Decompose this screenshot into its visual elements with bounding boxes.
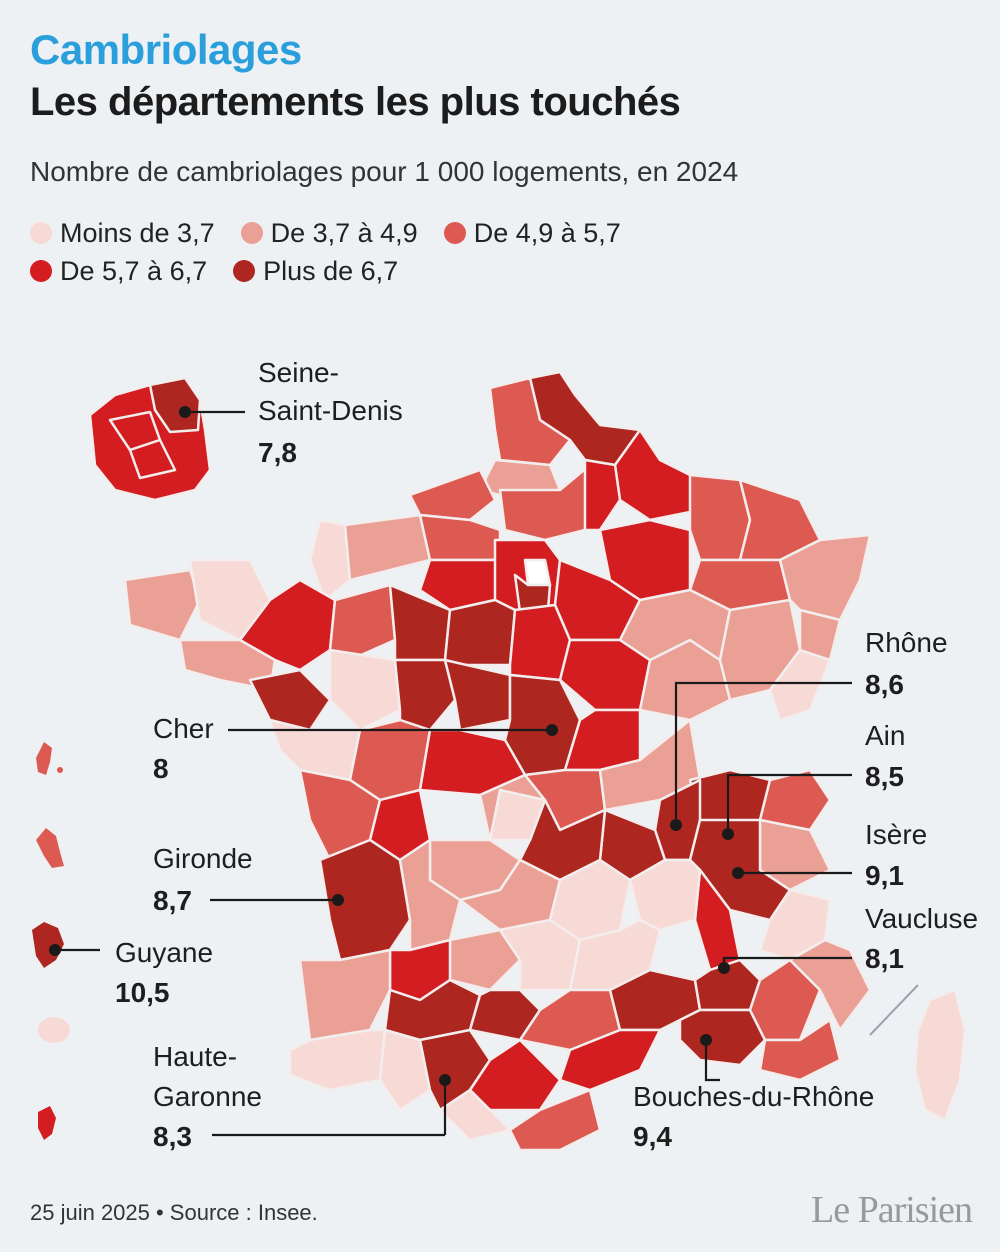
legend-item: De 5,7 à 6,7 xyxy=(30,256,207,287)
callout-isere-name: Isère xyxy=(865,819,927,850)
callout-seine-saint-denis-name: Seine- xyxy=(258,357,339,388)
legend-label: De 5,7 à 6,7 xyxy=(60,255,208,286)
corse-divider xyxy=(869,984,919,1036)
callout-cher-value: 8 xyxy=(153,753,169,784)
legend-item: Moins de 3,7 xyxy=(30,218,215,249)
legend-label: Moins de 3,7 xyxy=(60,217,215,248)
leader-dots xyxy=(49,406,744,1086)
callout-vaucluse-name: Vaucluse xyxy=(865,903,978,934)
kicker: Cambriolages xyxy=(30,26,302,73)
callout-haute-garonne-value: 8,3 xyxy=(153,1121,192,1152)
callout-isere-value: 9,1 xyxy=(865,860,904,891)
idf-inset xyxy=(88,376,212,502)
legend-label: De 4,9 à 5,7 xyxy=(473,217,621,248)
overseas xyxy=(32,742,70,1140)
legend-swatch xyxy=(240,222,263,244)
callout-ain-name: Ain xyxy=(865,720,905,751)
callout-ain-value: 8,5 xyxy=(865,761,904,792)
callout-guyane-name: Guyane xyxy=(115,937,213,968)
legend-swatch xyxy=(30,260,52,282)
callout-seine-saint-denis-value: 7,8 xyxy=(258,437,297,468)
callout-gironde-name: Gironde xyxy=(153,843,253,874)
legend-item: De 3,7 à 4,9 xyxy=(240,217,418,249)
legend-item: De 4,9 à 5,7 xyxy=(443,217,621,249)
legend-item: Plus de 6,7 xyxy=(233,256,398,287)
callout-gironde-value: 8,7 xyxy=(153,885,192,916)
subtitle: Nombre de cambriolages pour 1 000 logeme… xyxy=(30,156,739,187)
callout-cher-name: Cher xyxy=(153,713,214,744)
mainland xyxy=(123,370,967,1152)
footer-source: 25 juin 2025 • Source : Insee. xyxy=(30,1200,318,1225)
legend: Moins de 3,7 De 3,7 à 4,9 De 4,9 à 5,7 D… xyxy=(30,214,730,290)
callout-bouches-du-rhone-value: 9,4 xyxy=(633,1121,672,1152)
callout-vaucluse-value: 8,1 xyxy=(865,943,904,974)
legend-label: De 3,7 à 4,9 xyxy=(270,217,418,248)
callout-haute-garonne-name: Haute- xyxy=(153,1041,237,1072)
callouts: Seine- Saint-Denis 7,8 Rhône 8,6 Cher 8 … xyxy=(115,357,978,1152)
page-title: Les départements les plus touchés xyxy=(30,80,681,124)
brand-logo: Le Parisien xyxy=(810,1189,973,1231)
callout-rhone-value: 8,6 xyxy=(865,669,904,700)
legend-swatch xyxy=(443,222,466,244)
callout-guyane-value: 10,5 xyxy=(115,977,170,1008)
callout-seine-saint-denis-name2: Saint-Denis xyxy=(258,395,403,426)
legend-swatch xyxy=(233,260,256,282)
legend-swatch xyxy=(30,222,52,244)
callout-rhone-name: Rhône xyxy=(865,627,948,658)
callout-haute-garonne-name2: Garonne xyxy=(153,1081,262,1112)
legend-label: Plus de 6,7 xyxy=(263,255,399,286)
leader-lines xyxy=(55,410,852,1137)
callout-bouches-du-rhone-name: Bouches-du-Rhône xyxy=(633,1081,874,1112)
